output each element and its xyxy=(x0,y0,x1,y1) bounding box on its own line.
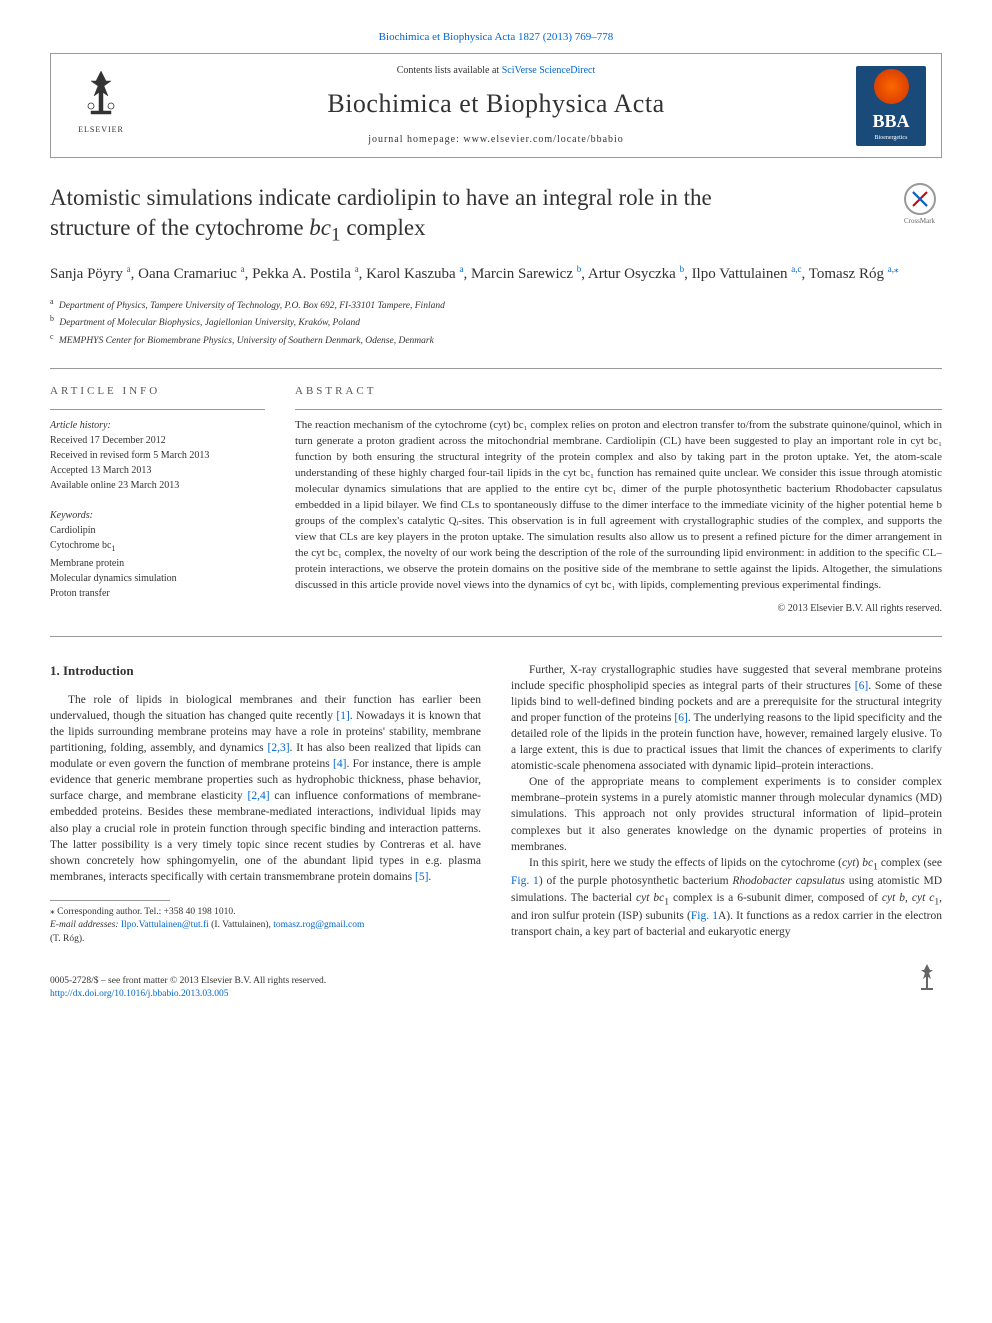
bba-text: BBA xyxy=(872,109,909,134)
author: Karol Kaszuba a xyxy=(366,266,463,282)
crossmark-label: CrossMark xyxy=(904,217,935,227)
abstract-text: The reaction mechanism of the cytochrome… xyxy=(295,418,942,593)
footnotes: ⁎ Corresponding author. Tel.: +358 40 19… xyxy=(50,906,481,946)
doi-link[interactable]: http://dx.doi.org/10.1016/j.bbabio.2013.… xyxy=(50,989,228,999)
intro-paragraph: Further, X-ray crystallographic studies … xyxy=(511,662,942,775)
page-footer: 0005-2728/$ – see front matter © 2013 El… xyxy=(50,961,942,1001)
intro-paragraph: In this spirit, here we study the effect… xyxy=(511,855,942,941)
divider xyxy=(50,368,942,369)
author: Ilpo Vattulainen a,c xyxy=(692,266,802,282)
journal-link-name: Biochimica et Biophysica Acta xyxy=(379,31,516,43)
crossmark-icon xyxy=(904,183,936,215)
body-column-right: Further, X-ray crystallographic studies … xyxy=(511,662,942,946)
fig-link[interactable]: Fig. 1 xyxy=(691,910,718,922)
footnote-divider xyxy=(50,900,170,901)
keywords: Keywords: Cardiolipin Cytochrome bc1 Mem… xyxy=(50,508,265,600)
article-history: Article history: Received 17 December 20… xyxy=(50,418,265,493)
corresponding-mark[interactable]: ⁎ xyxy=(894,264,899,274)
bba-logo: BBA Bioenergetics xyxy=(856,66,926,146)
journal-citation-link[interactable]: Biochimica et Biophysica Acta 1827 (2013… xyxy=(50,30,942,45)
ref-link[interactable]: [6] xyxy=(855,680,868,692)
bba-subtitle: Bioenergetics xyxy=(875,134,908,142)
contents-line: Contents lists available at SciVerse Sci… xyxy=(136,64,856,78)
ref-link[interactable]: [5] xyxy=(415,871,428,883)
author: Marcin Sarewicz b xyxy=(471,266,581,282)
abstract-copyright: © 2013 Elsevier B.V. All rights reserved… xyxy=(295,602,942,616)
journal-header: ELSEVIER Contents lists available at Sci… xyxy=(50,53,942,157)
email-link[interactable]: Ilpo.Vattulainen@tut.fi xyxy=(121,920,209,930)
elsevier-tree-icon xyxy=(76,66,126,121)
abstract-section: ABSTRACT The reaction mechanism of the c… xyxy=(295,384,942,616)
author: Pekka A. Postila a xyxy=(252,266,359,282)
header-center: Contents lists available at SciVerse Sci… xyxy=(136,64,856,146)
affiliations: a Department of Physics, Tampere Univers… xyxy=(50,296,942,348)
elsevier-logo: ELSEVIER xyxy=(66,66,136,146)
author: Tomasz Róg a,⁎ xyxy=(809,266,899,282)
email-link[interactable]: tomasz.rog@gmail.com xyxy=(273,920,364,930)
journal-homepage: journal homepage: www.elsevier.com/locat… xyxy=(136,133,856,147)
abstract-label: ABSTRACT xyxy=(295,384,942,399)
intro-paragraph: One of the appropriate means to compleme… xyxy=(511,774,942,854)
ref-link[interactable]: [2,3] xyxy=(268,742,290,754)
article-info-label: ARTICLE INFO xyxy=(50,384,265,399)
article-title: Atomistic simulations indicate cardiolip… xyxy=(50,183,882,248)
sciencedirect-link[interactable]: SciVerse ScienceDirect xyxy=(502,65,596,76)
divider xyxy=(50,636,942,637)
author: Oana Cramariuc a xyxy=(138,266,244,282)
elsevier-label: ELSEVIER xyxy=(78,124,124,135)
ref-link[interactable]: [1] xyxy=(336,710,349,722)
intro-paragraph: The role of lipids in biological membran… xyxy=(50,692,481,885)
fig-link[interactable]: Fig. 1 xyxy=(511,875,539,887)
crossmark-badge[interactable]: CrossMark xyxy=(897,183,942,228)
citation-text: 1827 (2013) 769–778 xyxy=(518,31,613,43)
article-info-sidebar: ARTICLE INFO Article history: Received 1… xyxy=(50,384,265,616)
elsevier-footer-logo xyxy=(912,961,942,1001)
ref-link[interactable]: [6] xyxy=(674,712,687,724)
intro-heading: 1. Introduction xyxy=(50,662,481,680)
journal-name: Biochimica et Biophysica Acta xyxy=(136,86,856,122)
ref-link[interactable]: [4] xyxy=(333,758,346,770)
bba-circle-icon xyxy=(874,69,909,104)
ref-link[interactable]: [2,4] xyxy=(248,790,270,802)
issn-text: 0005-2728/$ – see front matter © 2013 El… xyxy=(50,975,326,988)
body-column-left: 1. Introduction The role of lipids in bi… xyxy=(50,662,481,946)
author: Sanja Pöyry a xyxy=(50,266,131,282)
authors-list: Sanja Pöyry a, Oana Cramariuc a, Pekka A… xyxy=(50,263,942,286)
author: Artur Osyczka b xyxy=(588,266,684,282)
